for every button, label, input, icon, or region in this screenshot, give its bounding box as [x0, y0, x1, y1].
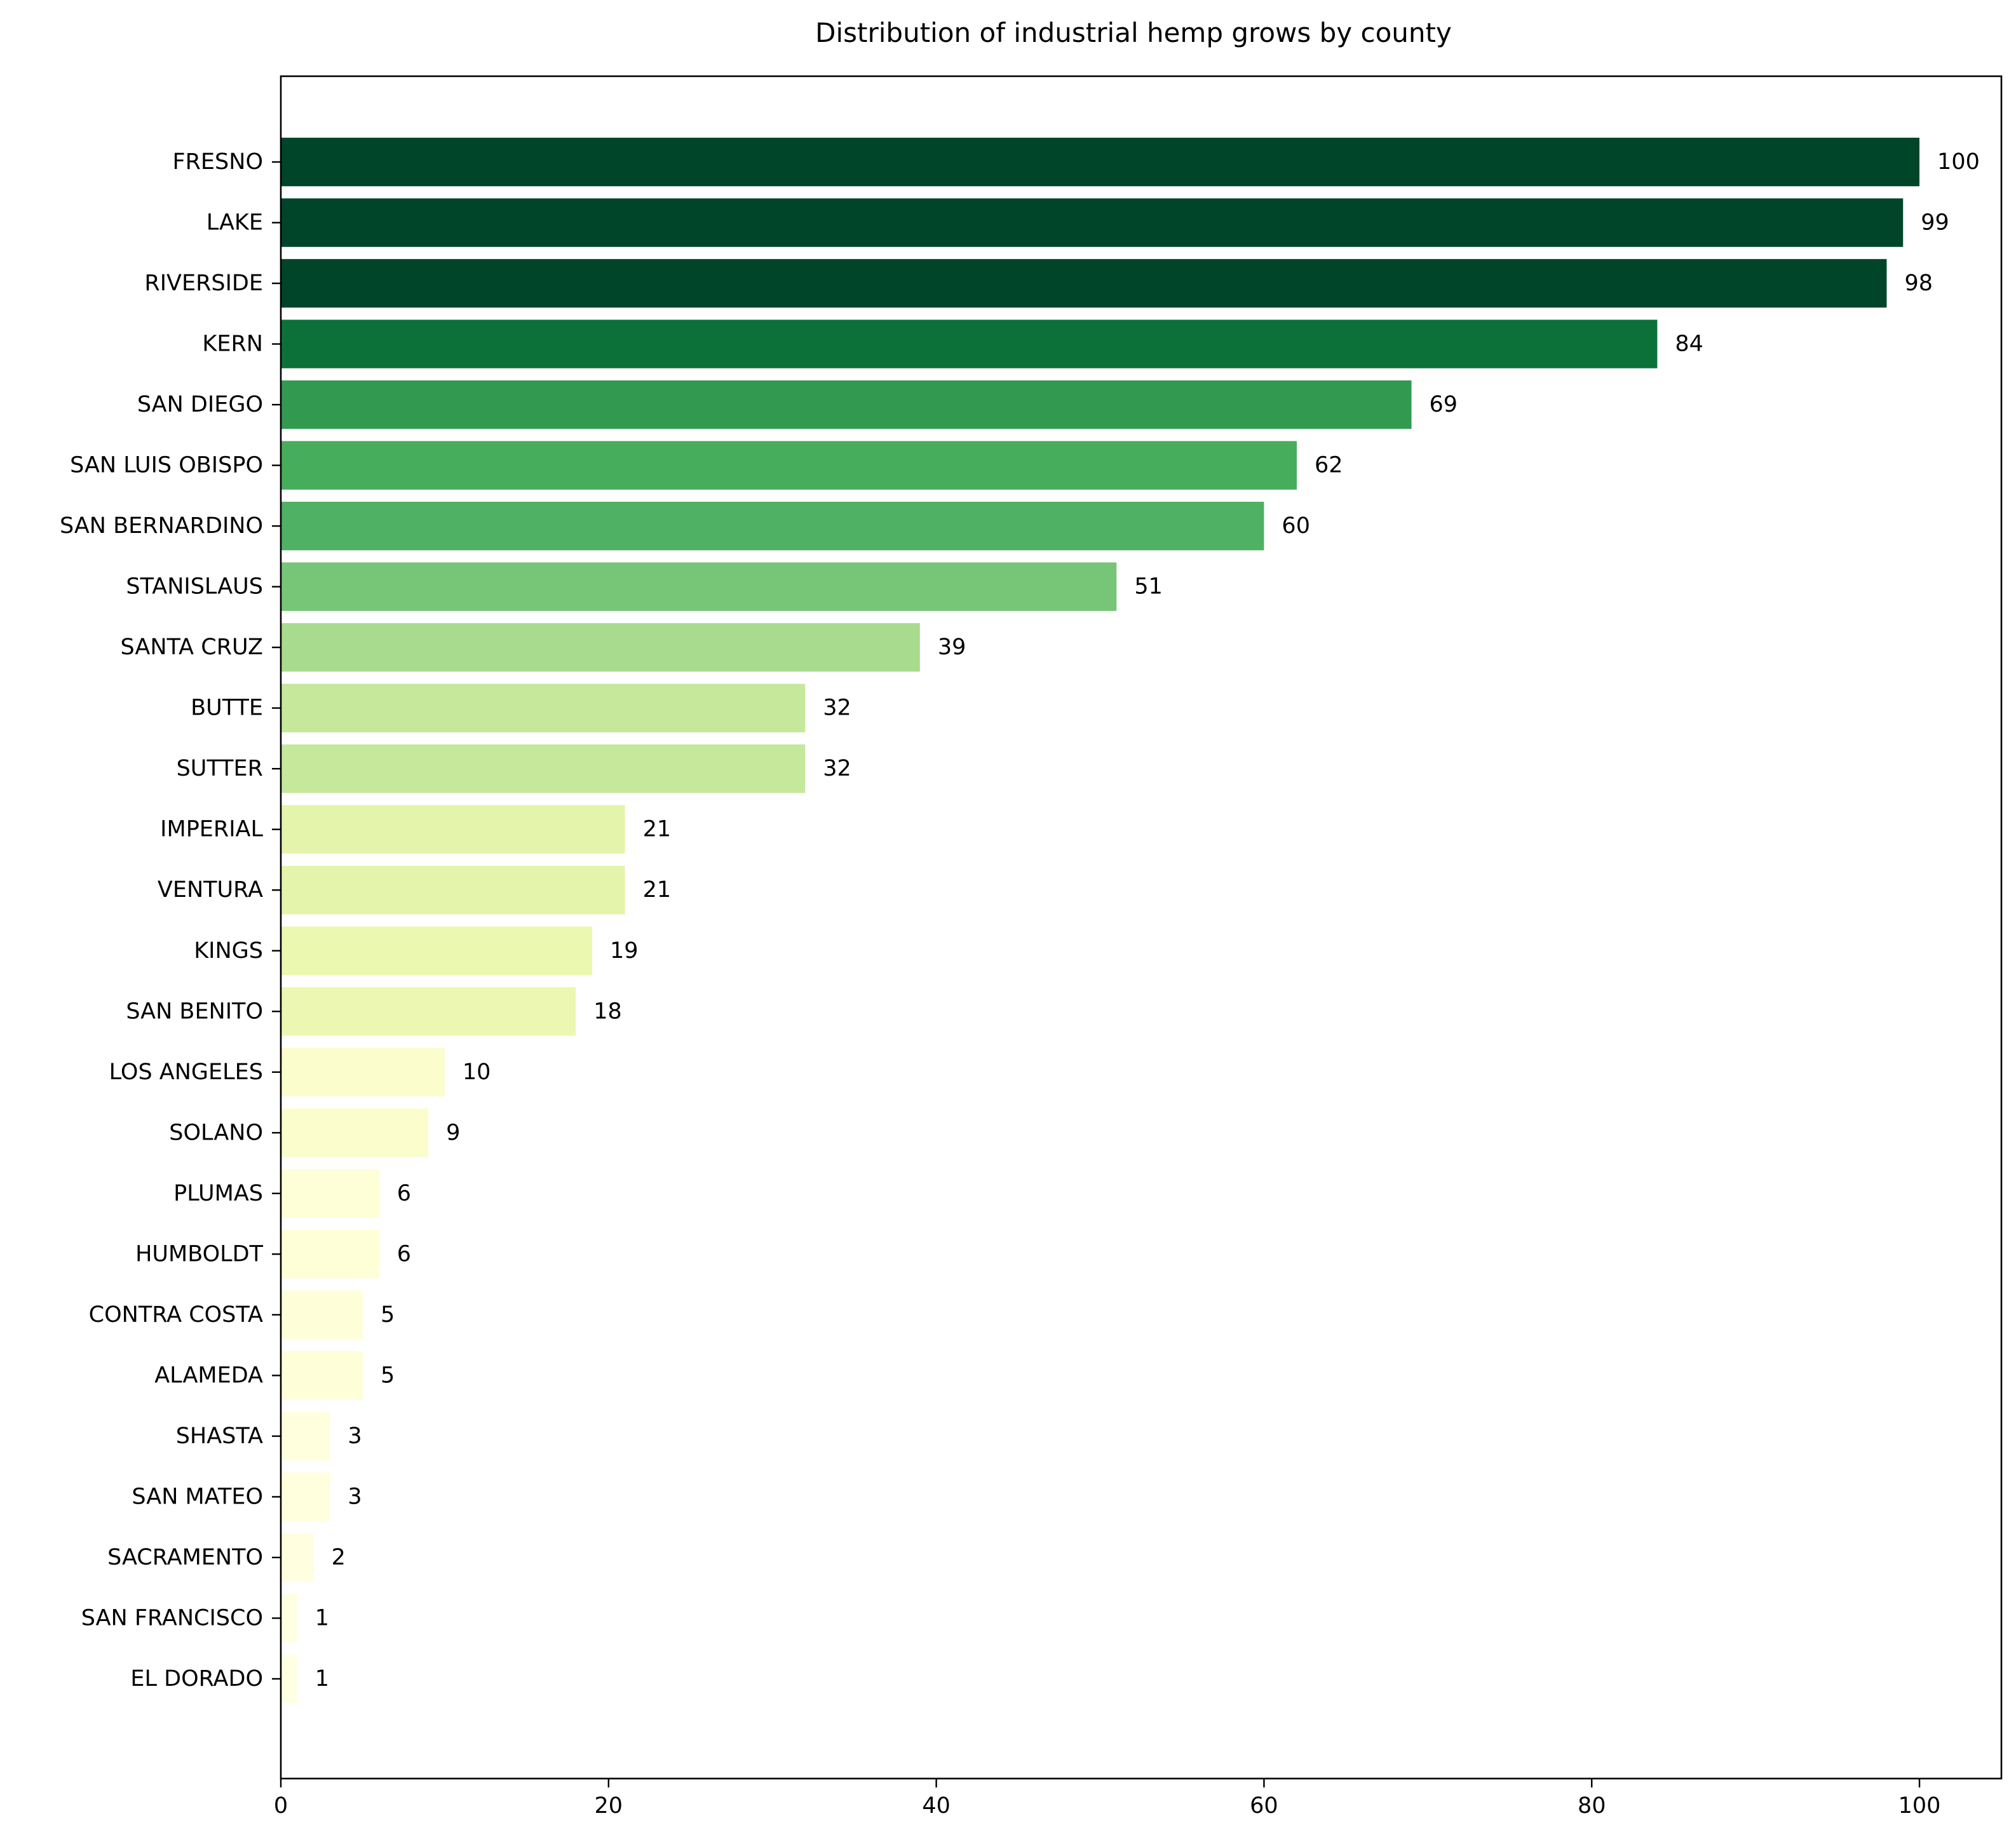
bar-butte	[281, 683, 806, 732]
y-tick-label: SHASTA	[176, 1423, 263, 1449]
y-tick-label: CONTRA COSTA	[89, 1302, 263, 1328]
value-label: 98	[1904, 271, 1933, 296]
y-tick-label: KERN	[202, 332, 263, 357]
y-tick-label: SAN BENITO	[126, 999, 263, 1024]
value-label: 10	[463, 1060, 491, 1085]
value-label: 9	[446, 1120, 460, 1145]
bar-kings	[281, 926, 593, 975]
bar-san-diego	[281, 380, 1412, 429]
value-label: 1	[315, 1605, 329, 1631]
value-label: 5	[381, 1363, 395, 1388]
bar-san-benito	[281, 987, 576, 1036]
value-label: 18	[593, 999, 622, 1024]
bar-humboldt	[281, 1230, 379, 1279]
y-tick-label: LOS ANGELES	[109, 1060, 263, 1085]
value-label: 51	[1134, 574, 1163, 600]
bar-imperial	[281, 805, 625, 854]
y-tick-label: SAN MATEO	[132, 1484, 263, 1509]
value-label: 6	[397, 1181, 411, 1206]
value-label: 62	[1315, 453, 1343, 478]
bar-riverside	[281, 259, 1887, 308]
bar-kern	[281, 320, 1658, 368]
x-tick-label: 0	[274, 1793, 288, 1819]
x-tick-label: 40	[922, 1793, 950, 1819]
value-label: 6	[397, 1241, 411, 1267]
bar-solano	[281, 1108, 429, 1157]
x-axis-ticks: 0 20 40 60 80 100	[274, 1779, 1941, 1819]
y-tick-label: SAN FRANCISCO	[81, 1605, 263, 1631]
y-tick-label: SAN BERNARDINO	[60, 513, 263, 539]
y-tick-label: SAN LUIS OBISPO	[70, 453, 263, 478]
y-axis-tick-labels: FRESNO LAKE RIVERSIDE KERN SAN DIEGO SAN LUIS…	[60, 149, 281, 1692]
y-tick-label: IMPERIAL	[160, 817, 263, 842]
bar-sacramento	[281, 1533, 314, 1582]
value-label: 32	[823, 756, 851, 781]
y-tick-label: SOLANO	[169, 1120, 263, 1145]
bar-santa-cruz	[281, 622, 920, 672]
y-tick-label: STANISLAUS	[126, 574, 263, 600]
y-tick-label: KINGS	[194, 938, 263, 964]
plot-frame	[280, 75, 2003, 1780]
bar-san-bernardino	[281, 501, 1264, 551]
bar-san-luis-obispo	[281, 441, 1297, 490]
bar-san-francisco	[281, 1594, 297, 1643]
y-tick-label: PLUMAS	[173, 1181, 263, 1206]
y-tick-label: LAKE	[206, 210, 263, 236]
value-label: 39	[938, 635, 966, 660]
y-tick-label: HUMBOLDT	[135, 1241, 264, 1267]
value-label: 69	[1430, 392, 1458, 417]
y-tick-label: FRESNO	[172, 149, 263, 175]
value-label: 1	[315, 1666, 329, 1692]
bar-shasta	[281, 1411, 330, 1461]
value-label: 60	[1282, 513, 1310, 539]
bar-san-mateo	[281, 1472, 330, 1521]
bar-los-angeles	[281, 1047, 445, 1097]
value-label: 84	[1675, 332, 1703, 357]
y-tick-label: SAN DIEGO	[137, 392, 263, 417]
value-labels: 1009998846962605139323221211918109665533…	[315, 149, 1980, 1692]
value-label: 21	[643, 817, 672, 842]
bar-stanislaus	[281, 562, 1117, 611]
value-label: 100	[1937, 149, 1980, 175]
value-label: 99	[1921, 210, 1949, 236]
y-tick-label: VENTURA	[158, 877, 263, 903]
value-label: 32	[823, 696, 851, 721]
x-tick-label: 100	[1898, 1793, 1941, 1819]
x-tick-label: 80	[1578, 1793, 1606, 1819]
y-tick-label: EL DORADO	[130, 1666, 263, 1692]
value-label: 21	[643, 877, 672, 903]
y-tick-label: SUTTER	[177, 756, 263, 781]
x-tick-label: 20	[595, 1793, 623, 1819]
y-tick-label: SANTA CRUZ	[121, 635, 263, 660]
bar-el-dorado	[281, 1654, 297, 1704]
bar-alameda	[281, 1351, 363, 1400]
bar-fresno	[281, 137, 1920, 187]
bar-contra-costa	[281, 1290, 363, 1340]
bar-lake	[281, 198, 1904, 247]
bar-plumas	[281, 1169, 379, 1218]
value-label: 5	[381, 1302, 395, 1328]
x-tick-label: 60	[1250, 1793, 1278, 1819]
bar-sutter	[281, 744, 806, 793]
chart-title: Distribution of industrial hemp grows by…	[815, 17, 1452, 48]
bar-ventura	[281, 866, 625, 915]
value-label: 3	[348, 1484, 362, 1509]
value-label: 19	[610, 938, 639, 964]
value-label: 3	[348, 1423, 362, 1449]
y-tick-label: SACRAMENTO	[107, 1545, 263, 1570]
y-tick-label: RIVERSIDE	[144, 271, 263, 296]
bars	[281, 137, 1920, 1704]
y-tick-label: ALAMEDA	[154, 1363, 263, 1388]
y-tick-label: BUTTE	[191, 696, 263, 721]
value-label: 2	[332, 1545, 346, 1570]
